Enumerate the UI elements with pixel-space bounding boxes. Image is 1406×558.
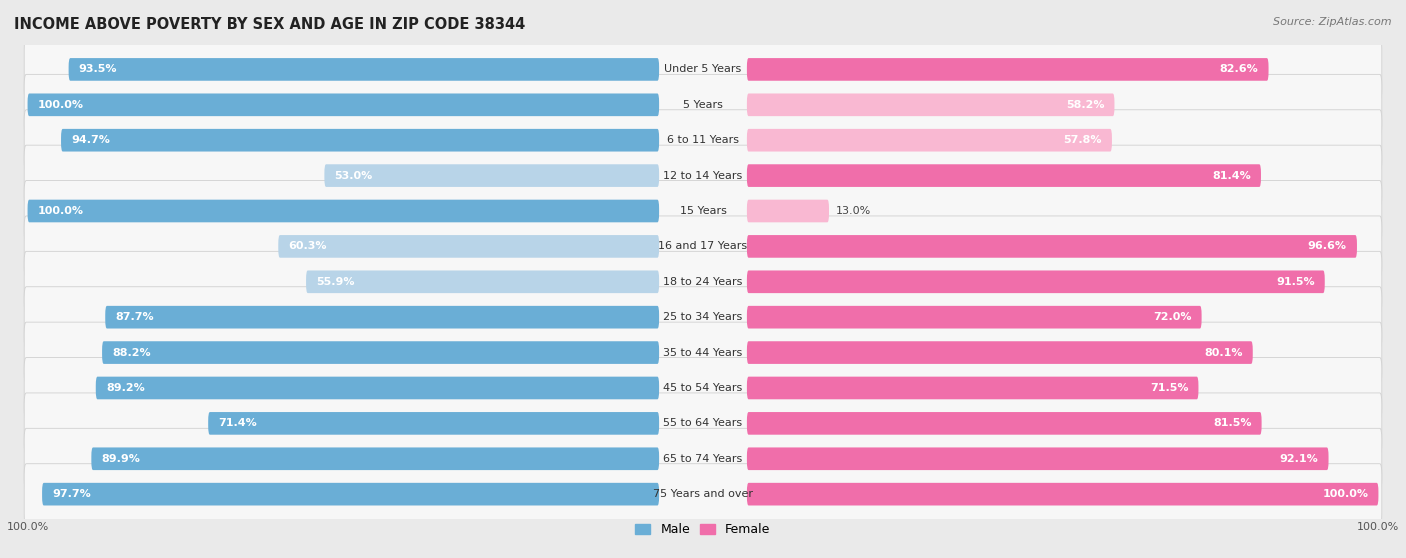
Text: 60.3%: 60.3% (288, 242, 328, 252)
Text: 35 to 44 Years: 35 to 44 Years (664, 348, 742, 358)
FancyBboxPatch shape (747, 58, 1268, 81)
Text: 71.5%: 71.5% (1150, 383, 1188, 393)
Text: 96.6%: 96.6% (1308, 242, 1347, 252)
FancyBboxPatch shape (24, 322, 1382, 383)
FancyBboxPatch shape (208, 412, 659, 435)
Text: 71.4%: 71.4% (218, 418, 257, 429)
FancyBboxPatch shape (24, 110, 1382, 171)
Text: 13.0%: 13.0% (835, 206, 870, 216)
Text: 82.6%: 82.6% (1219, 64, 1258, 74)
Text: 88.2%: 88.2% (112, 348, 150, 358)
FancyBboxPatch shape (747, 129, 1112, 152)
FancyBboxPatch shape (24, 216, 1382, 277)
Text: 93.5%: 93.5% (79, 64, 117, 74)
Text: 100.0%: 100.0% (38, 100, 84, 110)
FancyBboxPatch shape (28, 200, 659, 222)
Text: 55 to 64 Years: 55 to 64 Years (664, 418, 742, 429)
FancyBboxPatch shape (325, 164, 659, 187)
Text: 89.2%: 89.2% (105, 383, 145, 393)
FancyBboxPatch shape (747, 448, 1329, 470)
Text: 5 Years: 5 Years (683, 100, 723, 110)
FancyBboxPatch shape (91, 448, 659, 470)
Text: 94.7%: 94.7% (72, 135, 110, 145)
FancyBboxPatch shape (69, 58, 659, 81)
FancyBboxPatch shape (24, 145, 1382, 206)
Text: 16 and 17 Years: 16 and 17 Years (658, 242, 748, 252)
FancyBboxPatch shape (24, 287, 1382, 348)
Text: 87.7%: 87.7% (115, 312, 155, 322)
Text: Source: ZipAtlas.com: Source: ZipAtlas.com (1274, 17, 1392, 27)
FancyBboxPatch shape (105, 306, 659, 329)
FancyBboxPatch shape (42, 483, 659, 506)
FancyBboxPatch shape (747, 271, 1324, 293)
Text: 75 Years and over: 75 Years and over (652, 489, 754, 499)
FancyBboxPatch shape (96, 377, 659, 400)
FancyBboxPatch shape (747, 94, 1115, 116)
Text: 91.5%: 91.5% (1277, 277, 1315, 287)
Text: 89.9%: 89.9% (101, 454, 141, 464)
Legend: Male, Female: Male, Female (630, 518, 776, 541)
Text: 12 to 14 Years: 12 to 14 Years (664, 171, 742, 181)
Text: 55.9%: 55.9% (316, 277, 354, 287)
FancyBboxPatch shape (747, 483, 1378, 506)
FancyBboxPatch shape (24, 39, 1382, 100)
Text: 58.2%: 58.2% (1066, 100, 1104, 110)
Text: 97.7%: 97.7% (52, 489, 91, 499)
Text: 72.0%: 72.0% (1153, 312, 1191, 322)
Text: 15 Years: 15 Years (679, 206, 727, 216)
FancyBboxPatch shape (28, 94, 659, 116)
Text: 100.0%: 100.0% (38, 206, 84, 216)
Text: 81.4%: 81.4% (1212, 171, 1251, 181)
Text: 18 to 24 Years: 18 to 24 Years (664, 277, 742, 287)
Text: 6 to 11 Years: 6 to 11 Years (666, 135, 740, 145)
Text: 81.5%: 81.5% (1213, 418, 1251, 429)
FancyBboxPatch shape (24, 429, 1382, 489)
Text: 92.1%: 92.1% (1279, 454, 1319, 464)
Text: 65 to 74 Years: 65 to 74 Years (664, 454, 742, 464)
Text: 25 to 34 Years: 25 to 34 Years (664, 312, 742, 322)
FancyBboxPatch shape (24, 74, 1382, 135)
FancyBboxPatch shape (747, 306, 1202, 329)
FancyBboxPatch shape (747, 341, 1253, 364)
Text: Under 5 Years: Under 5 Years (665, 64, 741, 74)
FancyBboxPatch shape (24, 393, 1382, 454)
FancyBboxPatch shape (24, 464, 1382, 525)
FancyBboxPatch shape (24, 251, 1382, 312)
Text: INCOME ABOVE POVERTY BY SEX AND AGE IN ZIP CODE 38344: INCOME ABOVE POVERTY BY SEX AND AGE IN Z… (14, 17, 526, 32)
FancyBboxPatch shape (747, 235, 1357, 258)
FancyBboxPatch shape (747, 164, 1261, 187)
FancyBboxPatch shape (24, 181, 1382, 242)
FancyBboxPatch shape (747, 377, 1198, 400)
Text: 45 to 54 Years: 45 to 54 Years (664, 383, 742, 393)
Text: 57.8%: 57.8% (1063, 135, 1102, 145)
Text: 53.0%: 53.0% (335, 171, 373, 181)
Text: 100.0%: 100.0% (1322, 489, 1368, 499)
FancyBboxPatch shape (278, 235, 659, 258)
Text: 80.1%: 80.1% (1204, 348, 1243, 358)
FancyBboxPatch shape (307, 271, 659, 293)
FancyBboxPatch shape (747, 412, 1261, 435)
FancyBboxPatch shape (747, 200, 830, 222)
FancyBboxPatch shape (103, 341, 659, 364)
FancyBboxPatch shape (24, 358, 1382, 418)
FancyBboxPatch shape (60, 129, 659, 152)
